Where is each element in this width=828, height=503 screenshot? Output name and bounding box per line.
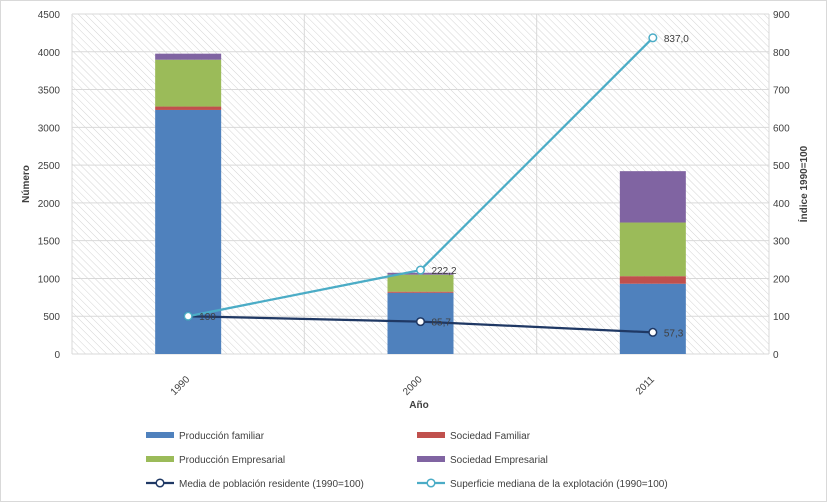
- bar-segment: [387, 274, 454, 292]
- line-point: [415, 317, 426, 327]
- x-axis-title: Año: [409, 400, 428, 411]
- y2-tick-label: 600: [773, 123, 790, 134]
- y2-tick-label: 500: [773, 161, 790, 172]
- legend: Producción familiar Sociedad Familiar Prod…: [146, 431, 668, 490]
- legend-swatch: [417, 456, 445, 462]
- bar-segment: [387, 291, 454, 293]
- y-tick-label: 500: [43, 312, 60, 323]
- line-markers: [183, 33, 658, 337]
- bar-segment: [619, 171, 686, 223]
- data-label: 222,2: [432, 266, 457, 277]
- bar-segment: [155, 59, 222, 107]
- legend-label: Producción Empresarial: [179, 455, 285, 466]
- legend-marker: [426, 478, 436, 488]
- left-axis-ticks: 0 500 1000 1500 2000 2500 3000 3500 4000 4500: [38, 10, 61, 361]
- data-label: 57,3: [664, 328, 684, 339]
- y2-axis-title: Índice 1990=100: [797, 145, 810, 222]
- y2-tick-label: 400: [773, 199, 790, 210]
- legend-marker: [155, 478, 165, 488]
- legend-label: Media de población residente (1990=100): [179, 479, 364, 490]
- line-point: [648, 33, 658, 43]
- data-label: 100: [199, 312, 216, 323]
- bar-segment: [619, 276, 686, 284]
- y-tick-label: 0: [54, 350, 60, 361]
- y-tick-label: 3500: [38, 86, 61, 97]
- legend-swatch: [417, 432, 445, 438]
- right-axis-ticks: 0 100 200 300 400 500 600 700 800 900: [773, 10, 790, 361]
- bar-segment: [619, 222, 686, 277]
- legend-swatch: [146, 432, 174, 438]
- y-tick-label: 3000: [38, 123, 61, 134]
- bar-segment: [619, 283, 686, 354]
- y2-tick-label: 900: [773, 10, 790, 21]
- x-tick-label: 2011: [634, 374, 657, 397]
- data-label: 85,7: [432, 318, 452, 329]
- y2-tick-label: 800: [773, 48, 790, 59]
- x-tick-label: 2000: [401, 374, 425, 398]
- y-tick-label: 2500: [38, 161, 61, 172]
- legend-label: Producción familiar: [179, 431, 265, 442]
- y2-tick-label: 0: [773, 350, 779, 361]
- y-tick-label: 2000: [38, 199, 61, 210]
- legend-swatch: [146, 456, 174, 462]
- line-point: [648, 327, 658, 337]
- y-tick-label: 1000: [38, 274, 61, 285]
- point-labels: 100 85,7 57,3 222,2 837,0: [199, 34, 689, 340]
- y2-tick-label: 300: [773, 237, 790, 248]
- y2-tick-label: 200: [773, 274, 790, 285]
- y-tick-label: 1500: [38, 237, 61, 248]
- y-tick-label: 4000: [38, 48, 61, 59]
- line-point: [415, 265, 426, 275]
- y-axis-title: Número: [21, 165, 32, 203]
- data-label: 837,0: [664, 34, 689, 45]
- legend-label: Sociedad Empresarial: [450, 455, 548, 466]
- line-point: [183, 311, 193, 321]
- bar-segment: [155, 53, 222, 60]
- legend-label: Sociedad Familiar: [450, 431, 531, 442]
- x-axis-ticks: 1990 2000 2011: [169, 374, 657, 398]
- y2-tick-label: 700: [773, 86, 790, 97]
- y2-tick-label: 100: [773, 312, 790, 323]
- y-tick-label: 4500: [38, 10, 61, 21]
- x-tick-label: 1990: [169, 374, 193, 398]
- legend-label: Superficie mediana de la explotación (19…: [450, 479, 668, 490]
- bar-segment: [155, 106, 222, 110]
